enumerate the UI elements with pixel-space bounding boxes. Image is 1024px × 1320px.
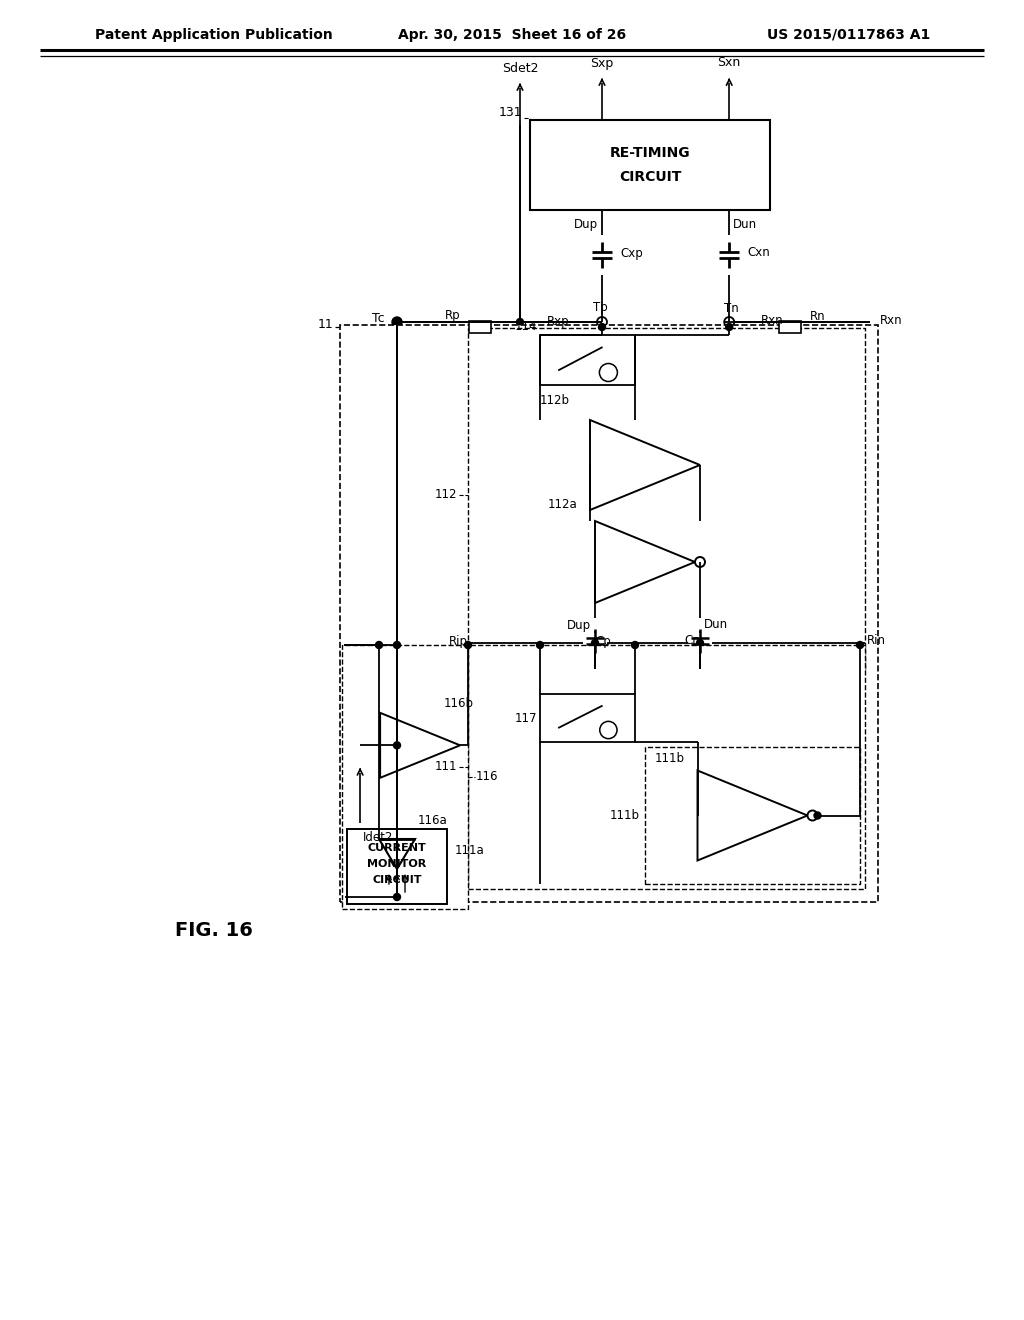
- Circle shape: [393, 894, 400, 900]
- Text: CIRCUIT: CIRCUIT: [373, 875, 422, 884]
- Text: 111b: 111b: [655, 752, 685, 766]
- Text: FIG. 16: FIG. 16: [175, 920, 253, 940]
- Bar: [645, 747, 860, 884]
- Text: Rp: Rp: [444, 309, 460, 322]
- Text: 112b: 112b: [540, 393, 570, 407]
- Circle shape: [393, 642, 400, 648]
- Circle shape: [392, 317, 402, 327]
- Text: Rin: Rin: [867, 635, 886, 648]
- Circle shape: [598, 323, 605, 330]
- Text: Dup: Dup: [573, 218, 598, 231]
- Text: 112a: 112a: [547, 498, 577, 511]
- Circle shape: [726, 323, 733, 330]
- Bar: [540, 335, 635, 385]
- Circle shape: [632, 642, 639, 648]
- Text: Dun: Dun: [705, 619, 728, 631]
- Text: Dup: Dup: [567, 619, 591, 631]
- Text: Rip: Rip: [449, 635, 468, 648]
- Bar: [540, 694, 635, 742]
- Text: CURRENT: CURRENT: [368, 843, 426, 853]
- Bar: [779, 321, 801, 333]
- Text: MONITOR: MONITOR: [368, 859, 427, 869]
- Bar: [347, 829, 447, 904]
- Text: Patent Application Publication: Patent Application Publication: [95, 28, 333, 42]
- Text: Cxp: Cxp: [620, 247, 643, 260]
- Text: 111: 111: [434, 760, 457, 774]
- Circle shape: [376, 642, 383, 648]
- Text: 131: 131: [499, 106, 522, 119]
- Circle shape: [696, 639, 703, 647]
- Text: 11: 11: [317, 318, 333, 331]
- Text: 116b: 116b: [444, 697, 474, 710]
- Text: CIRCUIT: CIRCUIT: [618, 170, 681, 183]
- Circle shape: [393, 742, 400, 748]
- Circle shape: [465, 642, 471, 648]
- Text: RE-TIMING: RE-TIMING: [609, 147, 690, 160]
- Circle shape: [696, 665, 703, 672]
- Bar: [340, 325, 878, 902]
- Text: 116: 116: [476, 771, 499, 784]
- Circle shape: [516, 318, 523, 326]
- Circle shape: [537, 642, 544, 648]
- Text: Sxp: Sxp: [591, 57, 613, 70]
- Bar: [468, 645, 865, 888]
- Text: US 2015/0117863 A1: US 2015/0117863 A1: [767, 28, 930, 42]
- Text: Sxn: Sxn: [718, 57, 740, 70]
- Circle shape: [856, 642, 863, 648]
- Bar: [469, 321, 490, 333]
- Text: 111a: 111a: [455, 845, 484, 858]
- Circle shape: [814, 812, 821, 818]
- Text: 116a: 116a: [417, 814, 447, 828]
- Text: Sdet2: Sdet2: [502, 62, 539, 74]
- Text: Rxn: Rxn: [761, 314, 783, 327]
- Text: 117: 117: [514, 711, 537, 725]
- Text: Cn: Cn: [684, 635, 699, 648]
- Text: Rn: Rn: [810, 309, 825, 322]
- Bar: [342, 645, 468, 909]
- Text: Cp: Cp: [595, 635, 611, 648]
- Circle shape: [592, 639, 598, 647]
- Bar: [468, 327, 865, 671]
- Bar: [530, 120, 770, 210]
- Text: Rxp: Rxp: [548, 314, 570, 327]
- Text: Idet2: Idet2: [364, 830, 393, 843]
- Text: 112: 112: [434, 488, 457, 502]
- Circle shape: [592, 665, 598, 672]
- Text: 111b: 111b: [610, 809, 640, 822]
- Text: Rxn: Rxn: [880, 314, 902, 327]
- Text: Tp: Tp: [593, 301, 607, 314]
- Text: Dun: Dun: [733, 218, 758, 231]
- Text: 114: 114: [514, 321, 537, 334]
- Text: Tc: Tc: [373, 312, 385, 325]
- Text: Cxn: Cxn: [748, 247, 770, 260]
- Text: Tn: Tn: [724, 301, 738, 314]
- Text: Apr. 30, 2015  Sheet 16 of 26: Apr. 30, 2015 Sheet 16 of 26: [398, 28, 626, 42]
